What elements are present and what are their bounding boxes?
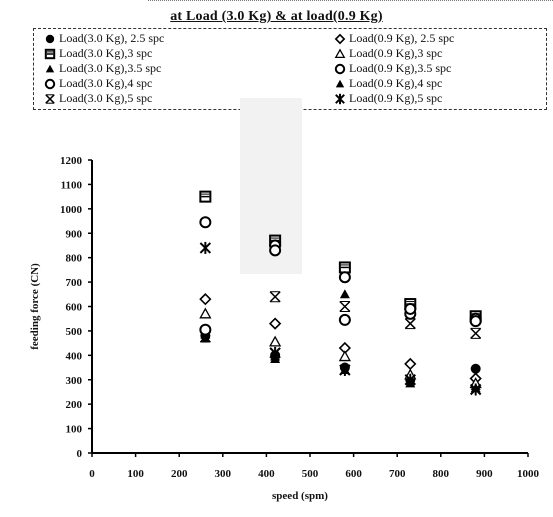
- y-tick-label: 300: [66, 375, 83, 387]
- legend-marker-symbol: [334, 33, 346, 45]
- y-tick-label: 1000: [60, 204, 83, 216]
- x-axis-label: speed (spm): [272, 490, 328, 502]
- legend-marker: [334, 33, 346, 45]
- data-point-series-10: [469, 383, 482, 396]
- legend-marker-symbol: [335, 93, 345, 105]
- x-tick-label: 0: [89, 468, 95, 480]
- y-tick-label: 900: [66, 228, 83, 240]
- data-point-series-10: [339, 363, 351, 376]
- legend-label: Load(3.0 Kg), 2.5 spc: [59, 31, 165, 45]
- data-point-series-4: [338, 271, 351, 284]
- y-tick-label: 200: [66, 399, 83, 411]
- data-point-series-5: [470, 327, 482, 339]
- y-tick-label: 0: [77, 448, 83, 460]
- y-tick-label: 800: [66, 253, 83, 265]
- x-tick-label: 800: [433, 468, 450, 480]
- data-point-series-3: [339, 289, 350, 299]
- legend-marker: [44, 78, 56, 90]
- legend-marker: [334, 48, 346, 59]
- data-point-series-5: [404, 318, 416, 330]
- legend-marker-symbol: [44, 78, 56, 90]
- legend-label: Load(3.0 Kg),3.5 spc: [59, 61, 162, 75]
- legend-label: Load(0.9 Kg),5 spc: [349, 91, 443, 105]
- x-tick-label: 400: [258, 468, 275, 480]
- legend: Load(3.0 Kg), 2.5 spc Load(3.0 Kg),3 spc L…: [33, 28, 547, 110]
- data-point-series-10: [199, 241, 212, 254]
- legend-title: at Load (3.0 Kg) & at load(0.9 Kg): [0, 9, 553, 25]
- x-tick-label: 500: [302, 468, 319, 480]
- legend-marker-symbol: [45, 64, 55, 73]
- legend-marker-symbol: [45, 34, 55, 44]
- legend-marker: [44, 48, 56, 60]
- legend-label: Load(3.0 Kg),4 spc: [59, 76, 153, 90]
- data-point-series-6: [404, 357, 417, 371]
- legend-marker: [335, 93, 345, 105]
- data-point-series-6: [268, 317, 282, 330]
- legend-label: Load(3.0 Kg),3 spc: [59, 46, 153, 60]
- data-point-series-7: [338, 350, 351, 362]
- y-tick-label: 600: [66, 302, 83, 314]
- data-point-series-7: [199, 307, 212, 319]
- legend-label: Load(3.0 Kg),5 spc: [59, 91, 153, 105]
- data-point-series-2: [338, 261, 351, 274]
- y-tick-label: 1100: [61, 179, 83, 191]
- x-tick-label: 900: [476, 468, 493, 480]
- data-point-series-6: [199, 293, 212, 306]
- x-tick-label: 1000: [517, 468, 540, 480]
- y-tick-label: 700: [66, 277, 83, 289]
- legend-label: Load(0.9 Kg),3.5 spc: [349, 61, 452, 75]
- legend-label: Load(0.9 Kg), 2.5 spc: [349, 31, 455, 45]
- data-point-series-9: [200, 333, 211, 343]
- legend-label: Load(0.9 Kg),3 spc: [349, 46, 443, 60]
- data-point-series-7: [269, 335, 282, 347]
- legend-marker-symbol: [334, 63, 346, 75]
- data-point-series-5: [269, 291, 281, 303]
- legend-marker-symbol: [335, 79, 345, 88]
- y-axis-label: feeding force (CN): [29, 263, 41, 350]
- legend-label: Load(0.9 Kg),4 spc: [349, 76, 443, 90]
- top-divider: [148, 0, 553, 2]
- data-point-series-1: [470, 363, 481, 374]
- x-tick-label: 300: [215, 468, 232, 480]
- data-point-series-8: [269, 244, 282, 257]
- y-tick-label: 400: [66, 350, 83, 362]
- data-point-series-10: [404, 373, 416, 386]
- data-point-series-8: [469, 315, 482, 328]
- legend-marker: [334, 63, 346, 75]
- x-tick-label: 700: [389, 468, 406, 480]
- data-point-series-8: [199, 323, 212, 336]
- data-point-series-8: [404, 302, 417, 315]
- x-tick-label: 100: [127, 468, 144, 480]
- data-point-series-4: [199, 216, 212, 229]
- y-tick-label: 1200: [60, 155, 83, 167]
- legend-marker: [45, 64, 55, 73]
- data-point-series-8: [338, 313, 351, 326]
- legend-marker: [45, 34, 55, 44]
- y-tick-label: 100: [66, 424, 83, 436]
- legend-marker: [335, 79, 345, 88]
- legend-marker-symbol: [334, 48, 346, 59]
- data-point-series-10: [269, 346, 281, 359]
- y-tick-label: 500: [66, 326, 83, 338]
- x-tick-label: 600: [345, 468, 362, 480]
- data-point-series-5: [339, 300, 351, 313]
- legend-marker-symbol: [45, 94, 55, 104]
- legend-marker: [45, 94, 55, 104]
- legend-title-text: at Load (3.0 Kg) & at load(0.9 Kg): [170, 9, 383, 24]
- x-tick-label: 200: [171, 468, 188, 480]
- legend-marker-symbol: [44, 48, 56, 60]
- data-point-series-2: [199, 190, 212, 203]
